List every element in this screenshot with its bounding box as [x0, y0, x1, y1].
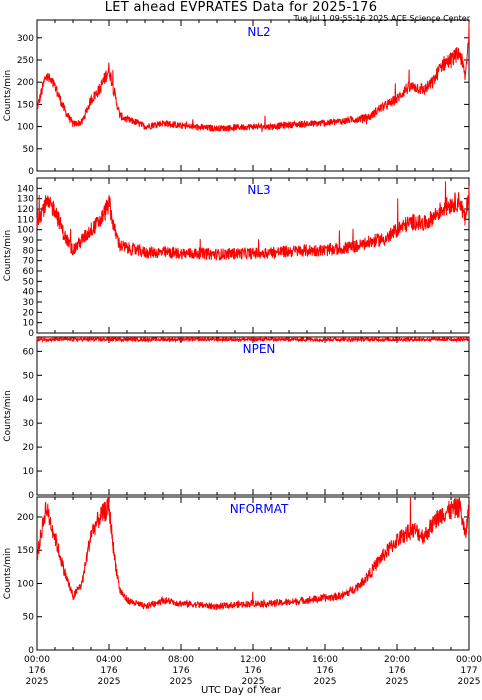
- y-tick-label: 50: [23, 613, 35, 623]
- y-tick-label: 120: [17, 205, 34, 215]
- y-tick-label: 0: [28, 491, 34, 501]
- y-tick-label: 0: [28, 329, 34, 339]
- y-axis-label: Counts/min: [3, 70, 13, 121]
- y-tick-label: 60: [23, 267, 35, 277]
- x-tick-time-label: 12:00: [240, 655, 266, 665]
- panel-label: NL2: [247, 25, 270, 39]
- x-tick-time-label: 20:00: [384, 655, 410, 665]
- x-tick-year-label: 2025: [26, 677, 49, 687]
- y-tick-label: 20: [23, 443, 35, 453]
- series-line: [36, 335, 470, 344]
- series-line: [36, 181, 470, 261]
- x-tick-year-label: 2025: [386, 677, 409, 687]
- x-tick-year-label: 2025: [242, 677, 265, 687]
- x-tick-doy-label: 176: [28, 666, 45, 676]
- y-tick-label: 30: [23, 419, 35, 429]
- y-tick-label: 140: [17, 184, 34, 194]
- y-tick-label: 60: [23, 347, 35, 357]
- panel-label: NL3: [247, 183, 270, 197]
- y-tick-label: 200: [17, 78, 34, 88]
- y-tick-label: 10: [23, 319, 35, 329]
- y-tick-label: 0: [28, 646, 34, 656]
- x-tick-doy-label: 176: [388, 666, 405, 676]
- y-tick-label: 40: [23, 288, 35, 298]
- panel-frame: [36, 336, 470, 496]
- timestamp-subtitle: Tue Jul 1 09:55:16 2025 ACE Science Cent…: [293, 14, 470, 23]
- x-tick-time-label: 00:00: [24, 655, 50, 665]
- x-tick-time-label: 08:00: [168, 655, 194, 665]
- y-tick-label: 250: [17, 56, 34, 66]
- y-tick-label: 50: [23, 371, 35, 381]
- y-tick-label: 110: [17, 215, 34, 225]
- y-tick-label: 100: [17, 579, 34, 589]
- y-axis-label: Counts/min: [3, 230, 13, 281]
- y-tick-label: 30: [23, 298, 35, 308]
- y-tick-label: 70: [23, 257, 35, 267]
- plot-title: LET ahead EVPRATES Data for 2025-176: [104, 0, 378, 15]
- x-tick-doy-label: 176: [100, 666, 117, 676]
- y-tick-label: 50: [23, 145, 35, 155]
- y-tick-label: 90: [23, 236, 35, 246]
- y-tick-label: 300: [17, 34, 34, 44]
- x-tick-time-label: 04:00: [96, 655, 122, 665]
- panel-label: NPEN: [243, 342, 276, 356]
- x-tick-year-label: 2025: [170, 677, 193, 687]
- panel-label: NFORMAT: [230, 502, 289, 516]
- x-tick-time-label: 16:00: [312, 655, 338, 665]
- series-line: [36, 22, 470, 133]
- x-tick-year-label: 2025: [314, 677, 337, 687]
- y-tick-label: 100: [17, 123, 34, 133]
- x-axis-title: UTC Day of Year: [201, 685, 281, 696]
- y-tick-label: 100: [17, 226, 34, 236]
- y-tick-label: 80: [23, 246, 35, 256]
- x-tick-doy-label: 177: [460, 666, 477, 676]
- panel-frame: [36, 177, 470, 334]
- x-tick-time-label: 00:00: [456, 655, 482, 665]
- y-tick-label: 50: [23, 277, 35, 287]
- y-tick-label: 130: [17, 195, 34, 205]
- y-tick-label: 10: [23, 467, 35, 477]
- panel-frame: [36, 496, 470, 651]
- x-tick-year-label: 2025: [98, 677, 121, 687]
- y-tick-label: 200: [17, 513, 34, 523]
- y-tick-label: 150: [17, 546, 34, 556]
- x-tick-doy-label: 176: [316, 666, 333, 676]
- x-tick-doy-label: 176: [244, 666, 261, 676]
- y-tick-label: 150: [17, 100, 34, 110]
- y-tick-label: 20: [23, 308, 35, 318]
- series-line: [36, 496, 470, 610]
- y-axis-label: Counts/min: [3, 548, 13, 599]
- x-tick-doy-label: 176: [172, 666, 189, 676]
- y-axis-label: Counts/min: [3, 390, 13, 441]
- y-tick-label: 40: [23, 395, 35, 405]
- y-tick-label: 0: [28, 167, 34, 177]
- x-tick-year-label: 2025: [458, 677, 481, 687]
